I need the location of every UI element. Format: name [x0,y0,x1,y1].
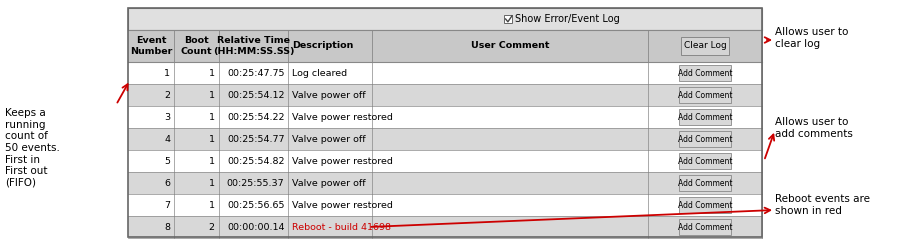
Text: Valve power restored: Valve power restored [292,157,394,166]
Text: Description: Description [292,41,353,50]
Text: Add Comment: Add Comment [677,179,732,187]
Text: Valve power off: Valve power off [292,179,366,187]
Text: Event
Number: Event Number [130,36,173,56]
Bar [679,87,731,103]
Bar [679,219,731,235]
Text: 7: 7 [164,200,171,209]
Text: Boot
Count: Boot Count [181,36,213,56]
Bar [504,15,512,23]
Text: 1: 1 [209,112,215,122]
Text: 5: 5 [164,157,171,166]
Text: 00:25:55.37: 00:25:55.37 [226,179,285,187]
Text: Valve power off: Valve power off [292,90,366,99]
Text: 00:25:54.77: 00:25:54.77 [227,135,285,144]
Bar [128,216,762,238]
Text: Clear Log: Clear Log [684,41,727,50]
Bar [128,84,762,106]
Bar [679,153,731,169]
Text: Valve power restored: Valve power restored [292,200,394,209]
Bar [681,37,729,55]
Bar [679,109,731,125]
Text: 1: 1 [164,69,171,77]
Text: User Comment: User Comment [471,41,550,50]
Text: Reboot - build 41698: Reboot - build 41698 [292,222,392,232]
Text: Keeps a
running
count of
50 events.
First in
First out
(FIFO): Keeps a running count of 50 events. Firs… [5,108,60,188]
Bar [128,172,762,194]
Text: 1: 1 [209,69,215,77]
Text: 1: 1 [209,157,215,166]
Text: Add Comment: Add Comment [677,90,732,99]
Bar [679,197,731,213]
Bar [128,194,762,216]
Text: 2: 2 [209,222,215,232]
Text: 00:25:54.12: 00:25:54.12 [227,90,285,99]
Text: Allows user to
add comments: Allows user to add comments [775,117,853,139]
Bar [128,62,762,84]
Text: Log cleared: Log cleared [292,69,348,77]
Bar [679,175,731,191]
Text: 00:00:00.14: 00:00:00.14 [227,222,285,232]
Text: Allows user to
clear log: Allows user to clear log [775,27,848,49]
Text: 1: 1 [209,200,215,209]
Bar [128,8,762,30]
Bar [128,30,762,62]
Text: 6: 6 [164,179,171,187]
Text: 00:25:54.82: 00:25:54.82 [227,157,285,166]
Text: Add Comment: Add Comment [677,222,732,232]
Text: 00:25:56.65: 00:25:56.65 [227,200,285,209]
Bar [679,65,731,81]
Text: 1: 1 [209,179,215,187]
Text: Valve power off: Valve power off [292,135,366,144]
Bar [128,128,762,150]
Text: 4: 4 [164,135,171,144]
Text: 00:25:54.22: 00:25:54.22 [227,112,285,122]
Bar [128,150,762,172]
Text: Add Comment: Add Comment [677,157,732,166]
Text: 8: 8 [164,222,171,232]
Text: Relative Time
(HH:MM:SS.SS): Relative Time (HH:MM:SS.SS) [213,36,294,56]
Text: Valve power restored: Valve power restored [292,112,394,122]
Bar [679,131,731,147]
Text: 2: 2 [164,90,171,99]
Text: 00:25:47.75: 00:25:47.75 [227,69,285,77]
Text: Add Comment: Add Comment [677,112,732,122]
Bar [128,106,762,128]
Text: Add Comment: Add Comment [677,69,732,77]
Bar [128,8,762,237]
Text: Add Comment: Add Comment [677,135,732,144]
Text: Add Comment: Add Comment [677,200,732,209]
Text: Show Error/Event Log: Show Error/Event Log [515,14,620,24]
Text: Reboot events are
shown in red: Reboot events are shown in red [775,194,870,216]
Text: 3: 3 [164,112,171,122]
Text: 1: 1 [209,90,215,99]
Text: 1: 1 [209,135,215,144]
